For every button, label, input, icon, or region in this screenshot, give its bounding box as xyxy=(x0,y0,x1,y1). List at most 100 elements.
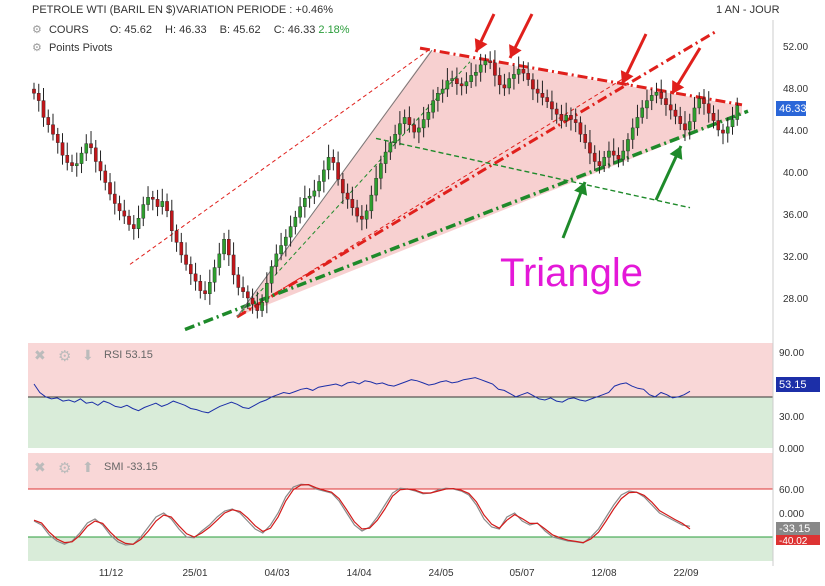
rsi-badge-text: 53.15 xyxy=(779,379,807,391)
candle-body xyxy=(588,142,592,154)
candle-body xyxy=(702,98,706,104)
rsi-line xyxy=(33,377,691,414)
candle-body xyxy=(331,157,336,163)
candle-body xyxy=(550,101,554,110)
y-tick-label: 44.00 xyxy=(783,126,808,137)
candle-body xyxy=(189,264,193,275)
candle-body xyxy=(673,109,678,117)
candle-body xyxy=(160,201,165,207)
smi-mid-zone xyxy=(28,489,773,537)
candle-body xyxy=(540,93,545,98)
candle-body xyxy=(469,75,473,82)
x-tick-label: 25/01 xyxy=(182,568,207,579)
candle-body xyxy=(46,117,51,125)
instrument-title: PETROLE WTI (BARIL EN $) xyxy=(32,4,176,16)
candle-body xyxy=(654,91,659,96)
y-axis-rsi: 90.00 30.00 0.000 xyxy=(779,348,804,455)
resistance-line xyxy=(419,46,743,107)
smi-badge2 xyxy=(776,535,820,545)
candle-body xyxy=(716,120,721,131)
candle-body xyxy=(645,100,649,109)
candle-body xyxy=(41,100,46,118)
variation-label: VARIATION PERIODE : +0.46% xyxy=(176,4,334,16)
candle-body xyxy=(379,163,383,179)
candle-body xyxy=(269,266,274,284)
arrow-down-4-head xyxy=(672,80,685,94)
x-tick-label: 05/07 xyxy=(509,568,534,579)
candle-body xyxy=(493,62,497,76)
candle-body xyxy=(150,196,155,200)
candle-body xyxy=(317,181,321,192)
candle-body xyxy=(592,152,597,162)
candle-body xyxy=(65,154,70,163)
green-falling-line xyxy=(375,137,691,209)
smi-badge2-text: -40.02 xyxy=(779,536,808,547)
candle-body xyxy=(725,126,730,134)
candle-body xyxy=(383,151,388,164)
smi-close-icon[interactable]: ✖ xyxy=(34,460,46,476)
candle-body xyxy=(535,88,540,94)
candle-body xyxy=(326,157,331,171)
candle-body xyxy=(635,117,640,129)
candle-body xyxy=(89,143,93,149)
svg-text:⬇: ⬇ xyxy=(82,348,94,364)
low-value: 45.62 xyxy=(233,24,261,36)
candle-body xyxy=(193,273,198,282)
candle-body xyxy=(559,114,564,121)
period-label[interactable]: 1 AN - JOUR xyxy=(716,4,780,16)
candle-body xyxy=(98,161,103,172)
smi-y-tick: 60.00 xyxy=(779,485,804,496)
candle-body xyxy=(260,302,264,311)
change-pct: 2.18% xyxy=(318,24,350,36)
candle-body xyxy=(431,100,435,113)
candle-body xyxy=(668,104,673,111)
candle-body xyxy=(474,72,478,76)
rsi-title: RSI 53.15 xyxy=(104,349,153,361)
pivots-row: ⚙ Points Pivots xyxy=(32,41,113,54)
candle-body xyxy=(573,119,578,123)
high-label: H: xyxy=(165,24,177,36)
cours-label: COURS xyxy=(48,24,89,36)
smi-gear-icon[interactable]: ⚙ xyxy=(58,459,71,477)
rsi-close-icon[interactable]: ✖ xyxy=(34,348,46,364)
x-tick-label: 04/03 xyxy=(264,568,289,579)
candle-body xyxy=(483,60,488,66)
candle-body xyxy=(84,143,89,154)
candle-body xyxy=(322,169,326,182)
candle-body xyxy=(60,142,65,156)
candle-body xyxy=(112,193,117,204)
candle-body xyxy=(578,122,583,135)
rsi-down-arrow-icon[interactable]: ⬇ xyxy=(82,348,94,364)
arrow-down-1-head xyxy=(474,38,488,52)
candle-body xyxy=(227,238,231,256)
candle-body xyxy=(79,152,84,164)
candle-body xyxy=(284,236,288,246)
pivots-label: Points Pivots xyxy=(48,42,113,54)
candle-body xyxy=(626,139,630,152)
candle-body xyxy=(155,199,160,207)
candle-body xyxy=(369,194,374,212)
candle-body xyxy=(303,198,307,207)
candle-body xyxy=(706,103,711,114)
svg-text:✖: ✖ xyxy=(34,348,46,364)
candle-body xyxy=(597,161,602,166)
candle-body xyxy=(450,78,454,81)
rsi-gear-icon[interactable]: ⚙ xyxy=(58,347,71,365)
candle-body xyxy=(630,127,635,140)
candle-body xyxy=(697,98,702,109)
triangle-label: Triangle xyxy=(500,251,643,295)
gear-icon-pivots[interactable]: ⚙ xyxy=(32,41,42,54)
x-tick-label: 24/05 xyxy=(428,568,453,579)
candle-body xyxy=(421,119,426,129)
smi-up-arrow-icon[interactable]: ⬆ xyxy=(82,460,94,476)
x-axis: 11/12 25/01 04/03 14/04 24/05 05/07 12/08 22/09 xyxy=(99,568,699,579)
rsi-oversold-zone xyxy=(28,397,773,448)
gear-icon[interactable]: ⚙ xyxy=(32,23,42,36)
svg-text:⚙: ⚙ xyxy=(58,347,71,365)
candle-body xyxy=(265,283,269,303)
candle-body xyxy=(478,64,483,73)
candle-body xyxy=(464,81,469,87)
candle-body xyxy=(607,150,611,158)
fan-line xyxy=(236,49,433,318)
